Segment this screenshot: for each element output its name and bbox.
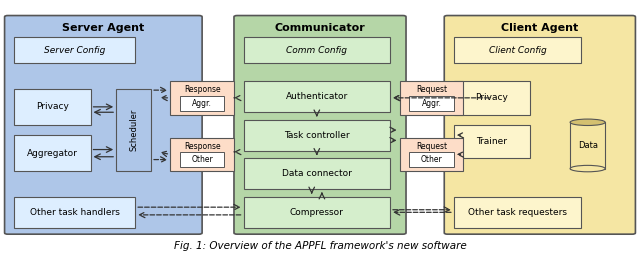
Text: Aggregator: Aggregator bbox=[27, 149, 78, 158]
FancyBboxPatch shape bbox=[399, 138, 463, 171]
FancyBboxPatch shape bbox=[399, 81, 463, 115]
FancyBboxPatch shape bbox=[14, 89, 91, 125]
FancyBboxPatch shape bbox=[409, 96, 454, 111]
FancyBboxPatch shape bbox=[454, 81, 531, 115]
Text: Compressor: Compressor bbox=[290, 208, 344, 217]
Text: Other task handlers: Other task handlers bbox=[29, 208, 120, 217]
Ellipse shape bbox=[570, 165, 605, 172]
Ellipse shape bbox=[570, 119, 605, 126]
FancyBboxPatch shape bbox=[570, 122, 605, 168]
Text: Authenticator: Authenticator bbox=[285, 92, 348, 101]
FancyBboxPatch shape bbox=[170, 138, 234, 171]
Text: Data connector: Data connector bbox=[282, 169, 352, 178]
Text: Other: Other bbox=[420, 155, 442, 164]
FancyBboxPatch shape bbox=[244, 81, 390, 112]
Text: Server Config: Server Config bbox=[44, 46, 106, 55]
FancyBboxPatch shape bbox=[409, 152, 454, 167]
Text: Task controller: Task controller bbox=[284, 131, 349, 140]
Text: Aggr.: Aggr. bbox=[422, 99, 442, 108]
Text: Server Agent: Server Agent bbox=[62, 23, 145, 33]
Text: Client Config: Client Config bbox=[489, 46, 547, 55]
FancyBboxPatch shape bbox=[444, 16, 636, 234]
FancyBboxPatch shape bbox=[244, 120, 390, 151]
FancyBboxPatch shape bbox=[454, 37, 581, 63]
Text: Request: Request bbox=[416, 85, 447, 94]
FancyBboxPatch shape bbox=[170, 81, 234, 115]
FancyBboxPatch shape bbox=[180, 96, 225, 111]
Text: Response: Response bbox=[184, 142, 220, 151]
Text: Fig. 1: Overview of the APPFL framework's new software: Fig. 1: Overview of the APPFL framework'… bbox=[173, 241, 467, 251]
FancyBboxPatch shape bbox=[244, 158, 390, 189]
Text: Response: Response bbox=[184, 85, 220, 94]
FancyBboxPatch shape bbox=[14, 135, 91, 171]
FancyBboxPatch shape bbox=[4, 16, 202, 234]
FancyBboxPatch shape bbox=[244, 37, 390, 63]
Text: Trainer: Trainer bbox=[477, 137, 508, 146]
Text: Scheduler: Scheduler bbox=[129, 109, 138, 151]
FancyBboxPatch shape bbox=[234, 16, 406, 234]
FancyBboxPatch shape bbox=[116, 89, 151, 171]
FancyBboxPatch shape bbox=[454, 197, 581, 228]
Text: Communicator: Communicator bbox=[275, 23, 365, 33]
Text: Data: Data bbox=[578, 141, 598, 150]
FancyBboxPatch shape bbox=[454, 125, 531, 158]
Text: Comm Config: Comm Config bbox=[286, 46, 348, 55]
Text: Aggr.: Aggr. bbox=[192, 99, 212, 108]
Text: Client Agent: Client Agent bbox=[501, 23, 579, 33]
FancyBboxPatch shape bbox=[180, 152, 225, 167]
Text: Request: Request bbox=[416, 142, 447, 151]
FancyBboxPatch shape bbox=[14, 197, 135, 228]
Text: Other task requesters: Other task requesters bbox=[468, 208, 567, 217]
Text: Privacy: Privacy bbox=[36, 102, 69, 111]
Text: Other: Other bbox=[191, 155, 213, 164]
FancyBboxPatch shape bbox=[14, 37, 135, 63]
Text: Privacy: Privacy bbox=[476, 93, 509, 102]
FancyBboxPatch shape bbox=[244, 197, 390, 228]
